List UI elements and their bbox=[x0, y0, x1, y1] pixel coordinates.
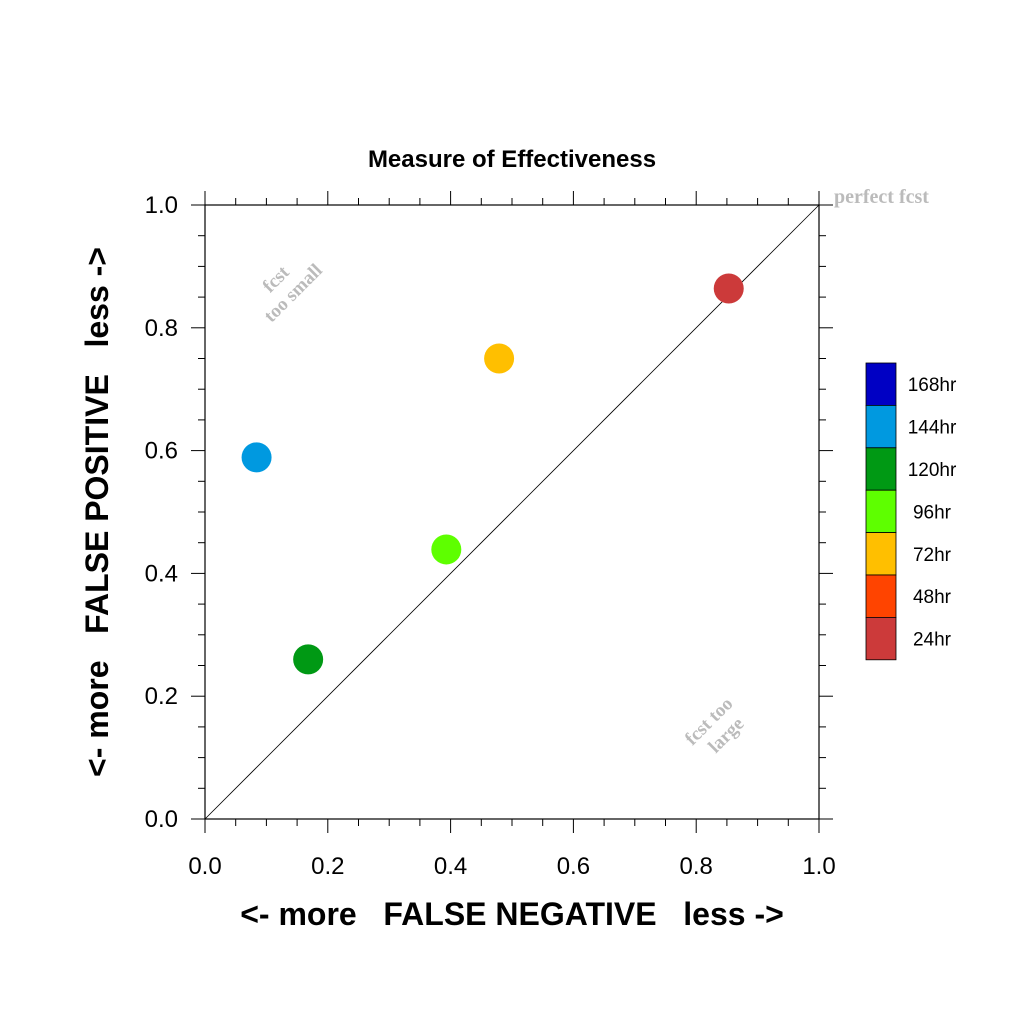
diagonal-line bbox=[204, 204, 820, 820]
legend-label: 120hr bbox=[908, 460, 957, 481]
legend-label: 24hr bbox=[913, 630, 952, 651]
minor-ticks bbox=[198, 198, 826, 826]
legend-swatch bbox=[865, 447, 897, 491]
legend-swatch bbox=[865, 362, 897, 406]
x-tick-labels: 0.0 0.2 0.4 0.6 0.8 1.0 bbox=[188, 853, 835, 880]
data-point bbox=[713, 273, 744, 304]
legend-label: 96hr bbox=[913, 502, 952, 523]
legend: 168hr 144hr 120hr 96hr 72hr 48hr 24hr bbox=[865, 362, 957, 661]
chart-title: Measure of Effectiveness bbox=[368, 146, 656, 173]
legend-label: 72hr bbox=[913, 545, 952, 566]
y-tick-label: 0.4 bbox=[145, 560, 178, 587]
y-tick-label: 1.0 bbox=[145, 192, 178, 219]
annotation-fcst-too-large: fcst too large bbox=[681, 690, 756, 765]
y-axis-label: <- more FALSE POSITIVE less -> bbox=[79, 247, 115, 777]
legend-label: 144hr bbox=[908, 418, 957, 439]
x-tick-label: 0.8 bbox=[680, 853, 713, 880]
legend-label: 48hr bbox=[913, 587, 952, 608]
x-tick-label: 0.0 bbox=[188, 853, 221, 880]
annotation-fcst-too-small: fcst too small bbox=[245, 245, 327, 327]
x-tick-label: 0.2 bbox=[311, 853, 344, 880]
data-point bbox=[431, 534, 462, 565]
y-tick-label: 0.0 bbox=[145, 806, 178, 833]
y-tick-label: 0.6 bbox=[145, 438, 178, 465]
x-tick-label: 0.4 bbox=[434, 853, 467, 880]
data-points bbox=[241, 273, 744, 675]
data-point bbox=[484, 343, 515, 374]
data-point bbox=[241, 442, 272, 473]
legend-swatch bbox=[865, 617, 897, 661]
major-ticks bbox=[191, 191, 833, 833]
x-axis-label: <- more FALSE NEGATIVE less -> bbox=[240, 896, 784, 932]
annotation-perfect-fcst: perfect fcst bbox=[834, 186, 929, 208]
legend-swatch bbox=[865, 404, 897, 449]
legend-swatch bbox=[865, 574, 897, 618]
y-tick-label: 0.8 bbox=[145, 315, 178, 342]
legend-label: 168hr bbox=[908, 375, 957, 396]
x-tick-label: 1.0 bbox=[802, 853, 835, 880]
x-tick-label: 0.6 bbox=[557, 853, 590, 880]
y-tick-label: 0.2 bbox=[145, 683, 178, 710]
legend-swatch bbox=[865, 532, 897, 576]
data-point bbox=[293, 644, 324, 675]
legend-swatch bbox=[865, 489, 897, 534]
y-tick-labels: 0.0 0.2 0.4 0.6 0.8 1.0 bbox=[145, 192, 178, 833]
